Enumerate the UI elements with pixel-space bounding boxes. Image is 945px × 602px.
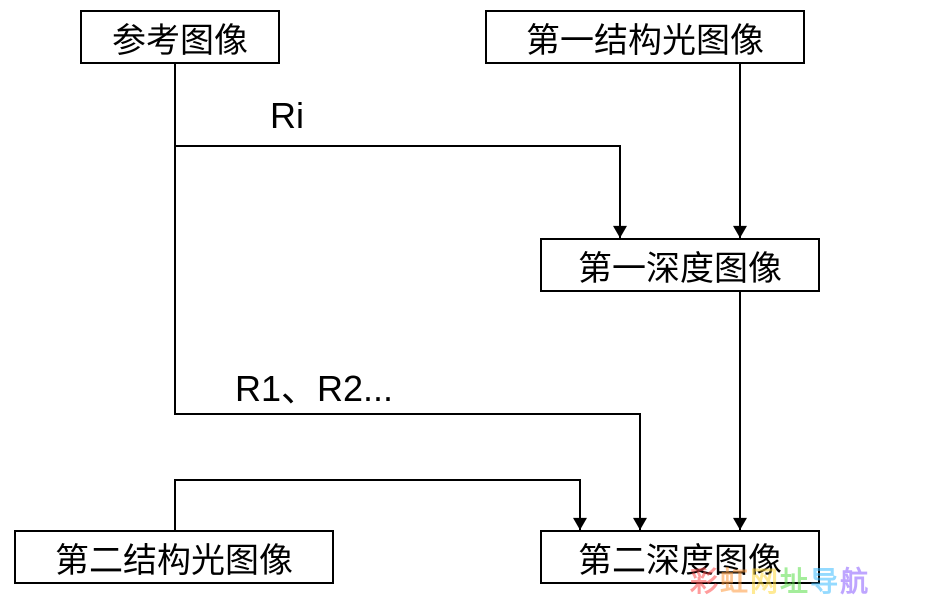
- node-depth1-image-label: 第一深度图像: [578, 241, 782, 290]
- edge-label-ri: Ri: [270, 95, 304, 137]
- connectors-svg: [0, 0, 945, 602]
- node-ref-image-label: 参考图像: [112, 13, 248, 62]
- edge-label-r12: R1、R2...: [235, 360, 393, 412]
- edge-label-r12-text: R1、R2...: [235, 368, 393, 409]
- watermark: 彩虹网址导航: [690, 560, 870, 600]
- node-sl2-image: 第二结构光图像: [14, 530, 334, 584]
- edge-label-ri-text: Ri: [270, 95, 304, 136]
- node-sl1-image-label: 第一结构光图像: [526, 13, 764, 62]
- node-sl2-image-label: 第二结构光图像: [55, 533, 293, 582]
- node-ref-image: 参考图像: [80, 10, 280, 64]
- node-depth1-image: 第一深度图像: [540, 238, 820, 292]
- node-sl1-image: 第一结构光图像: [485, 10, 805, 64]
